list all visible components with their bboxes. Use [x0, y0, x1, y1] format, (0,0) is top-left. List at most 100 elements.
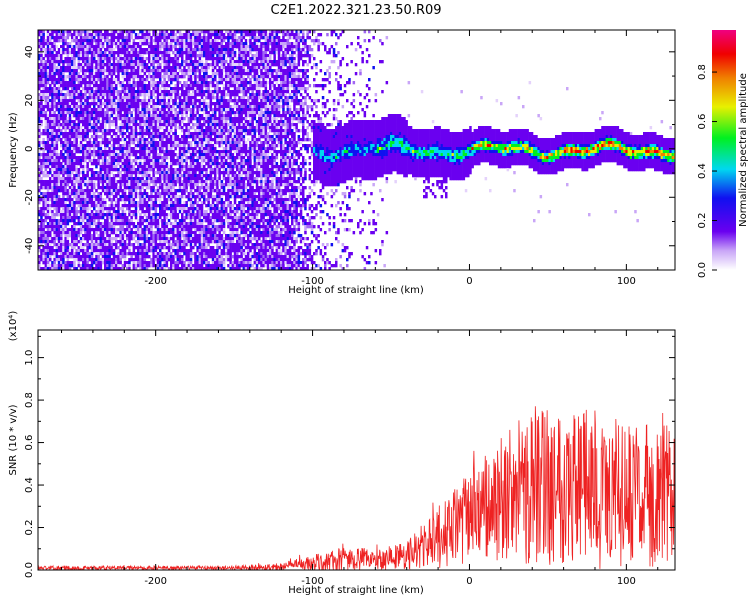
spectrogram-cell: [99, 69, 103, 73]
spectrogram-cell: [117, 240, 120, 244]
spectrogram-cell: [86, 108, 89, 112]
spectrogram-cell: [84, 90, 87, 94]
spectrogram-cell: [106, 180, 109, 184]
spectrogram-cell: [106, 57, 109, 61]
spectrogram-cell: [75, 177, 78, 181]
spectrogram-cell: [57, 93, 61, 97]
spectrogram-cell: [68, 231, 72, 235]
spectrogram-cell: [165, 192, 169, 196]
spectrogram-cell: [97, 210, 100, 214]
spectrogram-cell: [163, 153, 166, 157]
spectrogram-cell: [71, 114, 74, 118]
spectrogram-cell: [75, 243, 78, 247]
spectrogram-cell: [112, 150, 116, 154]
spectrogram-cell: [77, 147, 81, 151]
spectrogram-cell: [119, 105, 122, 109]
spectrogram-cell: [163, 51, 166, 55]
spectrogram-cell: [141, 165, 144, 169]
spectrogram-cell: [90, 189, 94, 193]
spectrogram-cell: [134, 162, 138, 166]
spectrogram-cell: [57, 225, 61, 229]
spectrogram-cell: [192, 63, 195, 67]
spectrogram-cell: [49, 66, 52, 70]
spectrogram-cell: [57, 255, 61, 259]
spectrogram-cell: [174, 102, 177, 106]
spectrogram-cell: [64, 225, 67, 229]
spectrogram-cell: [159, 213, 162, 217]
spectrogram-cell: [167, 267, 171, 270]
spectrogram-cell: [44, 231, 48, 235]
spectrogram-cell: [79, 255, 83, 259]
spectrogram-cell: [156, 108, 160, 112]
spectrogram-cell: [110, 102, 114, 106]
spectrogram-cell: [192, 42, 195, 46]
spectrogram-cell: [66, 165, 70, 169]
spectrogram-cell: [38, 54, 41, 58]
spectrogram-cell: [44, 162, 48, 166]
spectrogram-cell: [97, 30, 100, 34]
spectrogram-cell: [104, 126, 107, 130]
spectrogram-cell: [165, 201, 169, 205]
spectrogram-cell: [66, 153, 70, 157]
spectrogram-cell: [185, 174, 188, 178]
spectrogram-cell: [181, 255, 184, 259]
spectrogram-cell: [163, 33, 166, 37]
spectrogram-cell: [172, 138, 175, 142]
spectrogram-cell: [68, 165, 72, 169]
spectrogram-cell: [137, 219, 140, 223]
spectrogram-cell: [167, 240, 171, 244]
spectrogram-cell: [170, 165, 173, 169]
spectrogram-cell: [71, 264, 74, 268]
spectrogram-cell: [86, 99, 89, 103]
spectrogram-cell: [189, 177, 193, 181]
spectrogram-cell: [55, 198, 59, 202]
spectrogram-cell: [73, 192, 76, 196]
spectrogram-cell: [117, 147, 120, 151]
spectrogram-cell: [73, 243, 76, 247]
spectrogram-cell: [130, 69, 133, 73]
spectrogram-cell: [154, 153, 158, 157]
spectrogram-cell: [143, 168, 147, 172]
spectrogram-cell: [137, 144, 140, 148]
spectrogram-cell: [156, 246, 160, 250]
spectrogram-cell: [143, 42, 147, 46]
spectrogram-cell: [156, 258, 160, 262]
spectrogram-cell: [152, 165, 155, 169]
spectrogram-cell: [170, 144, 173, 148]
spectrogram-cell: [60, 168, 63, 172]
spectrogram-cell: [101, 81, 105, 85]
spectrogram-cell: [145, 183, 149, 187]
spectrogram-cell: [84, 237, 87, 241]
spectrogram-cell: [88, 105, 92, 109]
spectrogram-cell: [176, 159, 180, 163]
spectrogram-cell: [101, 225, 105, 229]
spectrogram-cell: [139, 30, 142, 34]
spectrogram-cell: [106, 159, 109, 163]
spectrogram-cell: [73, 30, 76, 34]
spectrogram-cell: [132, 204, 136, 208]
spectrogram-cell: [145, 234, 149, 238]
spectrogram-cell: [88, 192, 92, 196]
spectrogram-cell: [79, 225, 83, 229]
spectrogram-cell: [104, 255, 107, 259]
spectrogram-cell: [49, 216, 52, 220]
spectrogram-cell: [40, 111, 43, 115]
spectrogram-cell: [90, 117, 94, 121]
spectrogram-cell: [88, 63, 92, 67]
spectrogram-cell: [154, 135, 158, 139]
spectrogram-cell: [148, 141, 151, 145]
spectrogram-cell: [44, 141, 48, 145]
spectrogram-cell: [159, 198, 162, 202]
spectrogram-cell: [134, 33, 138, 37]
spectrogram-cell: [46, 255, 50, 259]
spectrogram-cell: [40, 222, 43, 226]
spectrogram-cell: [187, 102, 191, 106]
spectrogram-cell: [75, 69, 78, 73]
spectrogram-cell: [126, 99, 129, 103]
spectrogram-cell: [126, 75, 129, 79]
spectrogram-cell: [88, 45, 92, 49]
spectrogram-cell: [64, 36, 67, 40]
spectrogram-cell: [97, 240, 100, 244]
spectrogram-cell: [46, 189, 50, 193]
spectrogram-cell: [119, 174, 122, 178]
